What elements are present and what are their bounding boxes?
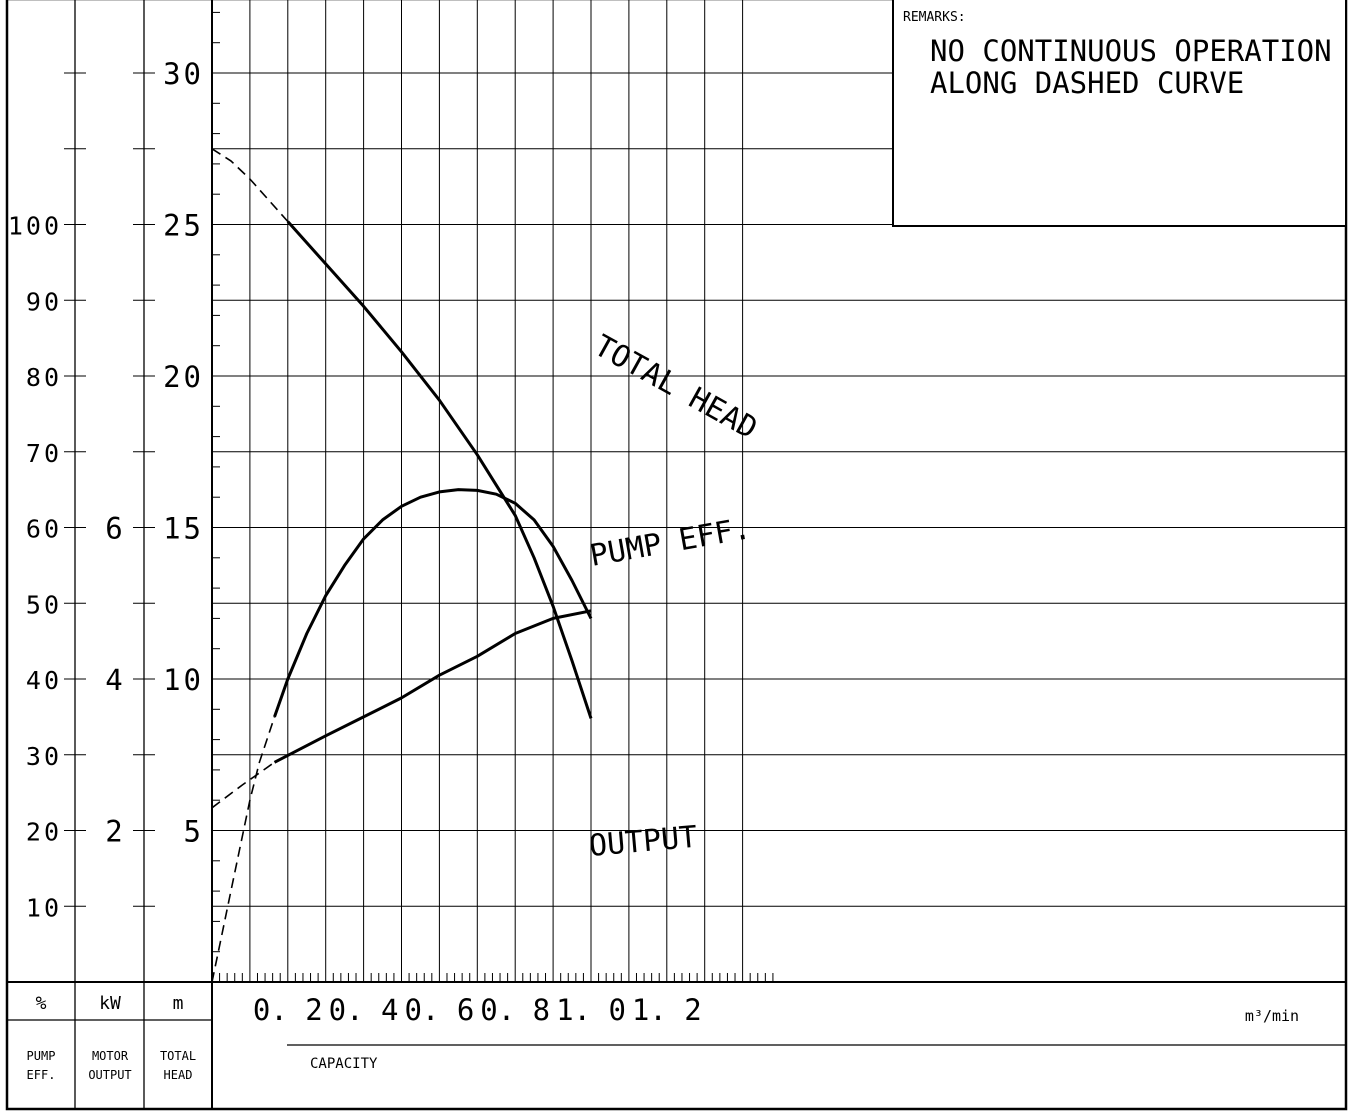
motor-label-line-2: OUTPUT — [88, 1068, 131, 1082]
head-label-line-2: HEAD — [164, 1068, 193, 1082]
head-tick-label: 20 — [163, 360, 204, 394]
head-tick-label: 10 — [163, 663, 204, 697]
x-tick-label: 0. 4 — [329, 993, 399, 1027]
eff-tick-label: 90 — [26, 287, 62, 316]
eff-tick-label: 20 — [26, 818, 62, 847]
remarks-line-1: NO CONTINUOUS OPERATION — [930, 34, 1332, 68]
series-label: PUMP EFF. — [587, 511, 753, 574]
eff-tick-label: 50 — [26, 590, 62, 619]
eff-tick-label: 70 — [26, 439, 62, 468]
series-label: OUTPUT — [588, 820, 699, 864]
x-minor-ticks — [219, 973, 774, 982]
head-tick-label: 15 — [163, 512, 204, 546]
head-unit: m — [173, 993, 184, 1014]
remarks-box — [892, 0, 1347, 227]
motor-unit: kW — [99, 993, 121, 1014]
eff-tick-label: 30 — [26, 742, 62, 771]
eff-tick-label: 80 — [26, 363, 62, 392]
pump-eff-solid-curve — [273, 488, 593, 718]
pump-eff-dashed-curve — [211, 716, 276, 983]
chart-frame — [5, 0, 1348, 1111]
x-tick-label: 1. 0 — [556, 993, 626, 1027]
motor-tick-label: 4 — [105, 663, 122, 697]
motor-tick-label: 6 — [105, 512, 122, 546]
eff-label-line-1: PUMP — [27, 1049, 56, 1063]
capacity-unit: m³/min — [1245, 1007, 1299, 1025]
grid — [64, 0, 1346, 982]
eff-tick-label: 60 — [26, 515, 62, 544]
motor-label-line-1: MOTOR — [92, 1049, 129, 1063]
head-label-line-1: TOTAL — [160, 1049, 196, 1063]
curves — [211, 148, 593, 983]
y-tick-labels: 5 10 15 20 25 30 10 20 30 40 50 60 70 80 90 100 2 4 6 — [8, 57, 204, 922]
x-tick-label: 0. 8 — [480, 993, 550, 1027]
head-minor-ticks — [212, 11, 220, 953]
x-tick-label: 0. 6 — [404, 993, 474, 1027]
remarks-heading: REMARKS: — [903, 10, 966, 25]
motor-tick-label: 2 — [105, 815, 122, 849]
total-head-dashed-curve — [211, 148, 289, 223]
x-tick-label: 0. 2 — [253, 993, 323, 1027]
eff-label-line-2: EFF. — [27, 1068, 56, 1082]
capacity-label: CAPACITY — [310, 1056, 378, 1072]
x-tick-labels: 0. 2 0. 4 0. 6 0. 8 1. 0 1. 2 — [253, 993, 702, 1027]
series-labels: TOTAL HEAD PUMP EFF. OUTPUT — [587, 328, 763, 864]
output-solid-curve — [273, 609, 592, 764]
eff-unit: % — [36, 993, 47, 1014]
series-label: TOTAL HEAD — [588, 328, 763, 446]
head-tick-label: 5 — [184, 815, 204, 849]
head-tick-label: 25 — [163, 209, 204, 243]
eff-tick-label: 100 — [8, 212, 62, 241]
eff-tick-label: 40 — [26, 666, 62, 695]
output-dashed-curve — [211, 761, 275, 809]
total-head-solid-curve — [286, 220, 593, 719]
head-tick-label: 30 — [163, 57, 204, 91]
x-tick-label: 1. 2 — [632, 993, 702, 1027]
eff-tick-label: 10 — [26, 893, 62, 922]
remarks-line-2: ALONG DASHED CURVE — [930, 66, 1244, 100]
